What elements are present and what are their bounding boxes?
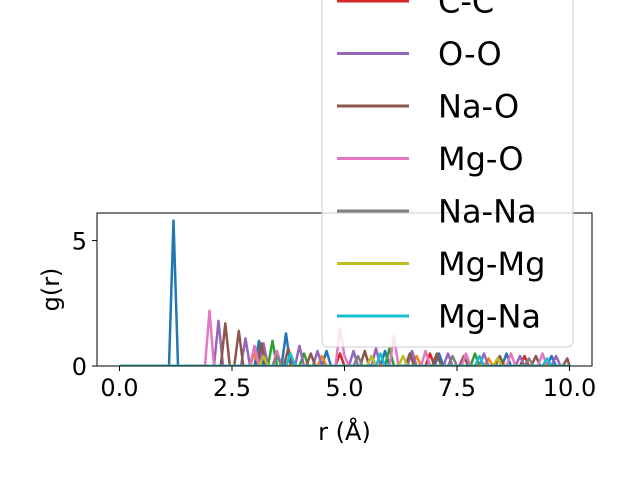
series-line-c-na <box>119 352 570 366</box>
legend-label-c-c: C-C <box>438 0 494 21</box>
y-axis: 05 <box>72 228 97 381</box>
x-tick-label: 10.0 <box>543 374 596 402</box>
x-axis-label: r (Å) <box>318 417 371 446</box>
y-axis-label: g(r) <box>37 268 65 312</box>
legend: C-C O-O Na-O Mg-O Na-Na Mg-Mg Mg-Na <box>321 0 574 348</box>
series-line-c-c <box>119 352 570 366</box>
x-axis: 0.0 2.5 5.0 7.5 10.0 <box>100 366 596 402</box>
series-line-mg-na <box>119 352 570 366</box>
y-tick-label: 5 <box>72 228 87 256</box>
x-tick-label: 2.5 <box>213 374 251 402</box>
legend-label-mg-o: Mg-O <box>438 140 524 178</box>
series-line-na-na <box>119 354 570 366</box>
series-line-mg-o <box>119 309 570 366</box>
legend-label-mg-na: Mg-Na <box>438 298 541 336</box>
legend-label-na-o: Na-O <box>438 88 519 126</box>
legend-label-na-na: Na-Na <box>438 193 537 231</box>
x-tick-label: 7.5 <box>438 374 476 402</box>
series-line-c-o <box>119 219 570 366</box>
y-tick-label: 0 <box>72 353 87 381</box>
series-line-mg-mg <box>119 354 570 366</box>
legend-label-o-o: O-O <box>438 35 502 73</box>
x-tick-label: 5.0 <box>325 374 363 402</box>
legend-box <box>321 0 574 348</box>
series-line-c-mg <box>119 339 570 366</box>
series-layer <box>119 219 571 366</box>
legend-label-mg-mg: Mg-Mg <box>438 245 545 283</box>
x-tick-label: 0.0 <box>100 374 138 402</box>
